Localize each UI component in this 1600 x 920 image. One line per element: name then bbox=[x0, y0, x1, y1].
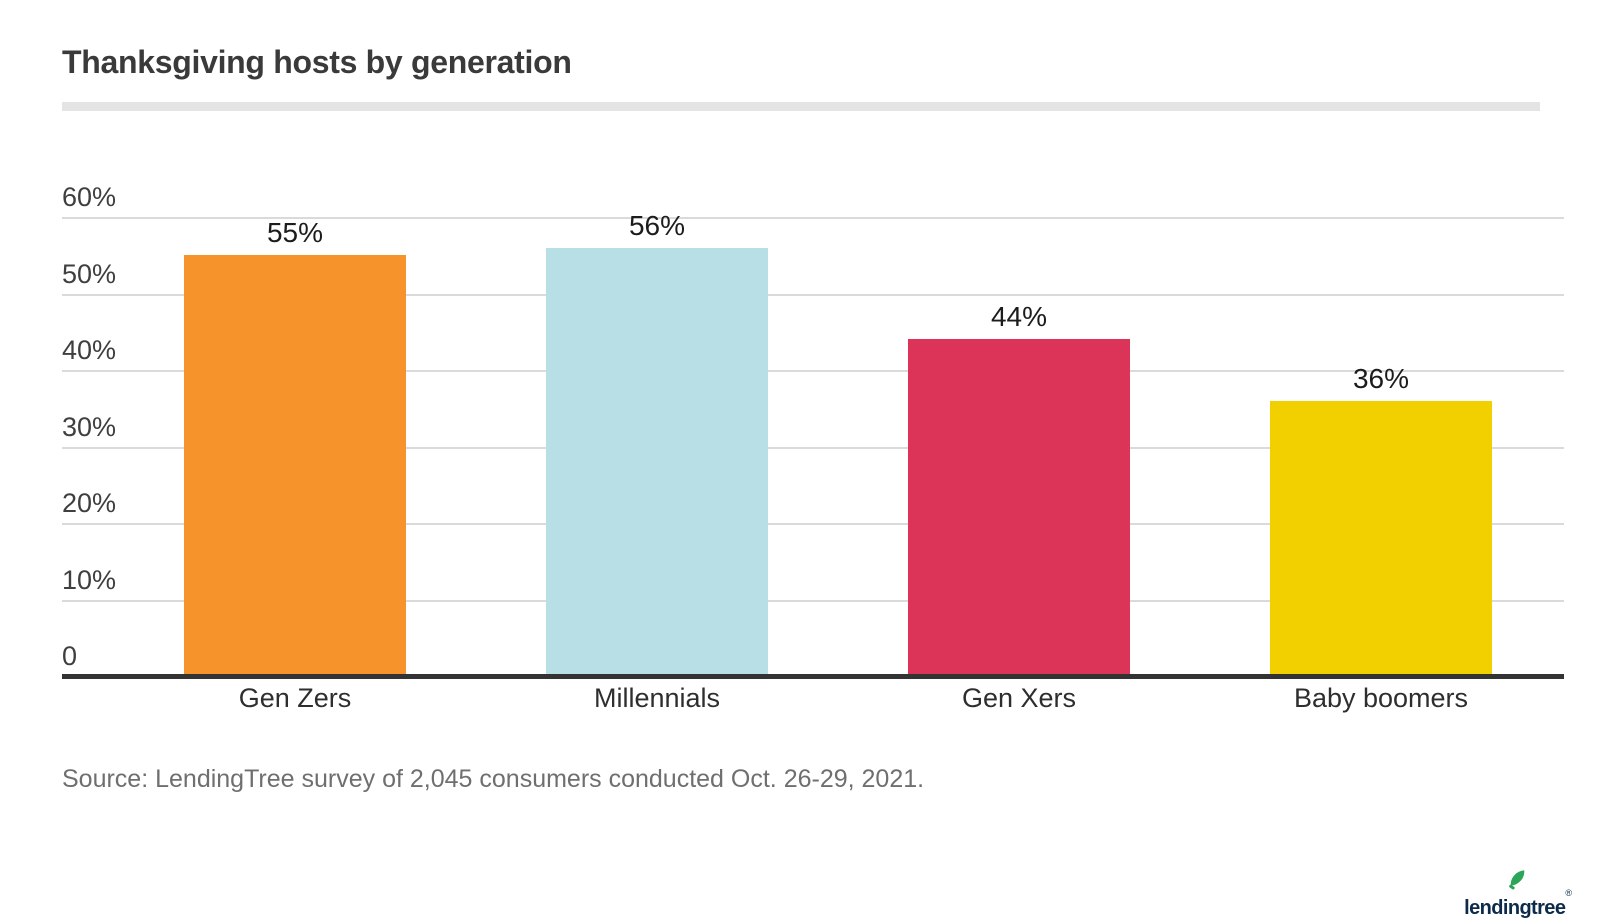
y-axis-tick-label: 10% bbox=[62, 565, 117, 595]
gridline-60 bbox=[62, 217, 1564, 219]
y-axis-tick-label: 50% bbox=[62, 259, 117, 289]
x-axis-line bbox=[62, 674, 1564, 679]
y-axis-tick-label: 20% bbox=[62, 488, 117, 518]
lendingtree-logo: lendingtree® bbox=[1464, 870, 1572, 919]
bar-millennials bbox=[546, 248, 768, 677]
leaf-icon bbox=[1509, 870, 1526, 886]
x-axis-category-label: Gen Xers bbox=[961, 683, 1077, 713]
y-axis-tick-label: 30% bbox=[62, 412, 117, 442]
x-axis-category-label: Baby boomers bbox=[1293, 683, 1469, 713]
y-axis-tick-label: 60% bbox=[62, 182, 117, 212]
bar-gen-xers bbox=[908, 339, 1130, 677]
gridline-40 bbox=[62, 370, 1564, 372]
registered-mark: ® bbox=[1565, 888, 1572, 898]
y-axis-tick-label: 0 bbox=[62, 641, 78, 671]
gridline-20 bbox=[62, 523, 1564, 525]
x-axis-category-label: Gen Zers bbox=[238, 683, 352, 713]
bar-baby-boomers bbox=[1270, 401, 1492, 677]
title-divider bbox=[62, 102, 1540, 111]
bar-value-label: 44% bbox=[990, 301, 1048, 332]
gridline-50 bbox=[62, 294, 1564, 296]
x-axis-category-label: Millennials bbox=[593, 683, 721, 713]
logo-text: lendingtree bbox=[1464, 897, 1566, 919]
source-note: Source: LendingTree survey of 2,045 cons… bbox=[62, 765, 925, 793]
chart-title: Thanksgiving hosts by generation bbox=[62, 44, 572, 80]
bar-gen-zers bbox=[184, 255, 406, 677]
bar-value-label: 36% bbox=[1352, 363, 1410, 394]
gridline-10 bbox=[62, 600, 1564, 602]
bar-value-label: 55% bbox=[266, 217, 324, 248]
y-axis-tick-label: 40% bbox=[62, 335, 117, 365]
bar-value-label: 56% bbox=[628, 210, 686, 241]
gridline-30 bbox=[62, 447, 1564, 449]
